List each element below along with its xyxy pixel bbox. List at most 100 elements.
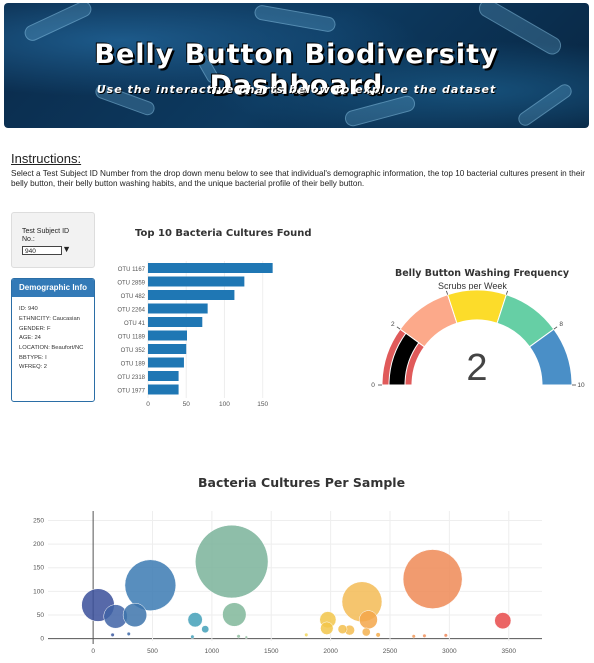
gauge-tick-label: 0 <box>371 382 375 389</box>
gauge-tick-label: 6 <box>507 288 511 290</box>
bubble <box>320 621 334 635</box>
bubble <box>190 634 195 639</box>
bar-x-tick: 0 <box>146 401 150 408</box>
header-banner: Belly Button Biodiversity Dashboard Use … <box>4 3 589 128</box>
washing-frequency-gauge: 0 2 4 6 8 10 2 <box>371 288 585 389</box>
bar-y-tick: OTU 1977 <box>117 389 145 395</box>
bar <box>148 330 187 341</box>
demographic-panel-title: Demographic Info <box>12 279 94 297</box>
gauge-title: Belly Button Washing Frequency <box>395 268 570 279</box>
bubble-y-tick: 150 <box>33 565 44 572</box>
bubble <box>222 602 247 627</box>
bar-x-tick: 100 <box>219 401 230 408</box>
bubble <box>494 612 512 630</box>
bubble <box>402 549 463 609</box>
bubble-x-tick: 500 <box>147 648 158 655</box>
bubble-y-tick: 250 <box>33 517 44 524</box>
demographic-location: LOCATION: Beaufort/NC <box>19 344 84 351</box>
bar <box>148 357 184 368</box>
gauge-tick <box>396 326 401 330</box>
subject-id-dropdown[interactable]: 940 ▼ <box>22 245 71 255</box>
bubble <box>359 610 378 630</box>
bubble <box>201 625 210 634</box>
bubble <box>375 632 381 638</box>
bar-x-tick: 50 <box>183 401 191 408</box>
bubble-x-tick: 1000 <box>205 648 220 655</box>
bar <box>148 344 187 354</box>
bar-y-tick: OTU 1167 <box>118 267 146 273</box>
chevron-down-icon: ▼ <box>62 244 71 254</box>
demographic-id: ID: 940 <box>19 306 38 313</box>
bubble-y-tick: 50 <box>37 612 45 619</box>
demographic-wfreq: WFREQ: 2 <box>19 364 48 371</box>
bubble <box>122 602 147 628</box>
bubble-x-tick: 0 <box>91 648 95 655</box>
bar-chart-title: Top 10 Bacteria Cultures Found <box>135 228 312 239</box>
bubble <box>411 634 416 639</box>
gauge-tick <box>553 326 558 330</box>
bar <box>148 263 273 273</box>
bubble-y-tick: 200 <box>33 541 44 548</box>
gauge-value: 2 <box>466 347 487 389</box>
gauge-value-bar <box>388 332 420 386</box>
bar-y-tick: OTU 189 <box>121 362 146 368</box>
bar-y-tick: OTU 352 <box>121 348 146 354</box>
bar-y-tick: OTU 2859 <box>117 281 145 287</box>
bar-y-tick: OTU 482 <box>121 294 146 300</box>
bar <box>148 303 208 314</box>
subject-selector-panel: Test Subject ID No.: 940 ▼ <box>11 212 95 268</box>
bubble <box>361 627 371 637</box>
page-title: Belly Button Biodiversity Dashboard <box>94 39 499 101</box>
bar <box>148 371 179 381</box>
bar <box>148 384 179 395</box>
bubble-y-tick: 100 <box>33 588 44 595</box>
bubble-x-tick: 3500 <box>502 648 517 655</box>
bubble-x-tick: 2500 <box>383 648 398 655</box>
bubble-x-tick: 3000 <box>442 648 457 655</box>
bubble <box>304 632 309 637</box>
bubble <box>126 631 131 636</box>
subject-selector-label: Test Subject ID No.: <box>22 228 70 243</box>
bubble <box>110 632 115 637</box>
bubble-y-tick: 0 <box>40 636 44 643</box>
demographic-panel: Demographic Info ID: 940 ETHNICITY: Cauc… <box>11 278 95 402</box>
bubble <box>443 633 448 638</box>
gauge-tick <box>446 290 449 295</box>
gauge-band <box>447 289 507 324</box>
bar-y-tick: OTU 1189 <box>118 335 146 341</box>
demographic-bbtype: BBTYPE: I <box>19 354 47 361</box>
bubble-x-tick: 1500 <box>264 648 279 655</box>
page-subtitle: Use the interactive charts below to expl… <box>96 83 497 96</box>
gauge-tick-label: 8 <box>559 321 563 328</box>
bubble <box>187 612 203 628</box>
bar-x-tick: 150 <box>257 401 268 408</box>
gauge-tick-label: 10 <box>577 382 585 389</box>
bar-y-tick: OTU 41 <box>124 321 146 327</box>
bar <box>148 317 203 327</box>
bubble <box>124 559 177 611</box>
bubble <box>195 524 269 599</box>
bar <box>148 290 235 300</box>
bacteria-decoration <box>21 3 95 44</box>
gauge-subtitle: Scrubs per Week <box>438 281 507 291</box>
bubble-chart-title: Bacteria Cultures Per Sample <box>198 475 406 490</box>
bubble <box>244 635 248 639</box>
bacteria-decoration <box>253 3 337 34</box>
demographic-gender: GENDER: F <box>19 325 51 332</box>
bubble <box>422 633 427 638</box>
gauge-band <box>528 328 573 386</box>
bar-y-tick: OTU 2318 <box>117 375 145 381</box>
demographic-ethnicity: ETHNICITY: Caucasian <box>19 315 80 322</box>
subject-id-value: 940 <box>25 248 36 255</box>
bubble-x-tick: 2000 <box>323 648 338 655</box>
gauge-tick <box>505 290 508 295</box>
gauge-tick-label: 2 <box>391 321 395 328</box>
instructions-heading: Instructions: <box>11 151 82 166</box>
bar <box>148 276 245 287</box>
top10-bar-chart: 0 50 100 150 OTU 1167 OTU 2859 OTU 482 OTU 2264… <box>117 261 273 408</box>
bubble <box>337 624 348 634</box>
bubble <box>236 634 241 639</box>
bar-y-tick: OTU 2264 <box>117 308 145 314</box>
demographic-age: AGE: 24 <box>19 335 41 342</box>
